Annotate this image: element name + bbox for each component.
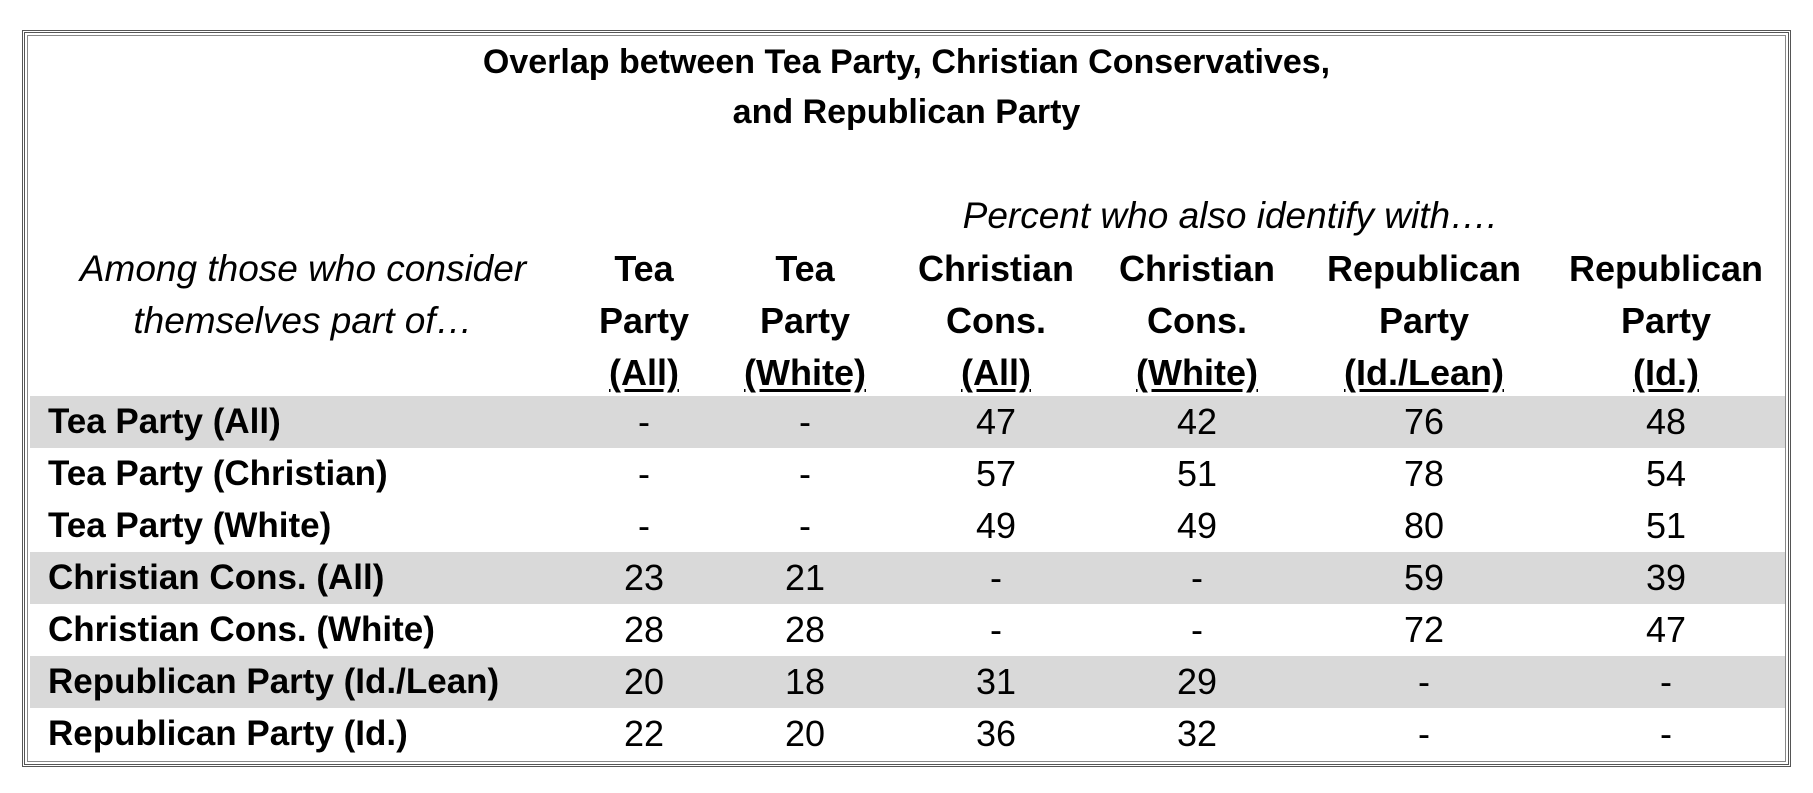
table-cell: -: [1191, 557, 1203, 598]
table-cell: 36: [975, 713, 1017, 754]
table-cell: 28: [784, 609, 826, 650]
column-header: Republican Party (Id.): [1551, 243, 1781, 399]
column-header-line2: Cons.: [1146, 300, 1247, 341]
table-cell: 51: [1176, 453, 1218, 494]
column-header-line3: (White): [1136, 352, 1258, 393]
table-cell: 54: [1645, 453, 1687, 494]
column-group-caption: Percent who also identify with….: [962, 195, 1498, 236]
table-cell: 20: [784, 713, 826, 754]
column-header-line3: (Id./Lean): [1344, 352, 1504, 393]
column-header-line2: Party: [598, 300, 690, 341]
table-row: [30, 396, 1785, 448]
table-cell: -: [799, 453, 811, 494]
table-cell: 49: [975, 505, 1017, 546]
column-header: Christian Cons. (White): [1102, 243, 1292, 399]
table-cell: -: [638, 505, 650, 546]
row-label: Tea Party (White): [48, 506, 332, 545]
table-cell: 78: [1403, 453, 1445, 494]
column-header-line2: Party: [1620, 300, 1712, 341]
column-header: Tea Party (White): [725, 243, 885, 399]
table-cell: 51: [1645, 505, 1687, 546]
table-cell: 42: [1176, 401, 1218, 442]
table-cell: 20: [623, 661, 665, 702]
table-cell: 47: [1645, 609, 1687, 650]
column-header-line1: Christian: [1118, 248, 1276, 289]
table-cell: -: [799, 401, 811, 442]
table-cell: 32: [1176, 713, 1218, 754]
table-cell: 48: [1645, 401, 1687, 442]
column-header-line3: (All): [609, 352, 679, 393]
table-title-line2: and Republican Party: [732, 93, 1081, 131]
table-frame: [22, 30, 1791, 767]
table-cell: -: [1418, 661, 1430, 702]
column-header-line1: Republican: [1568, 248, 1764, 289]
column-header-line3: (All): [961, 352, 1031, 393]
row-label: Christian Cons. (White): [48, 610, 435, 649]
row-label: Tea Party (Christian): [48, 454, 388, 493]
column-header-line3: (White): [744, 352, 866, 393]
table-cell: -: [990, 609, 1002, 650]
row-label: Christian Cons. (All): [48, 558, 385, 597]
table-cell: -: [1660, 661, 1672, 702]
table-cell: 47: [975, 401, 1017, 442]
table-cell: -: [638, 401, 650, 442]
table-row: [30, 552, 1785, 604]
table-cell: 57: [975, 453, 1017, 494]
table-cell: -: [1191, 609, 1203, 650]
table-cell: 29: [1176, 661, 1218, 702]
table-cell: -: [990, 557, 1002, 598]
table-cell: 76: [1403, 401, 1445, 442]
table-cell: 59: [1403, 557, 1445, 598]
table-cell: 80: [1403, 505, 1445, 546]
column-header-line1: Republican: [1326, 248, 1522, 289]
row-label: Republican Party (Id.): [48, 714, 408, 753]
column-header-line1: Christian: [917, 248, 1075, 289]
column-header: Christian Cons. (All): [901, 243, 1091, 399]
table-cell: -: [799, 505, 811, 546]
table-cell: -: [1418, 713, 1430, 754]
row-group-caption-line2: themselves part of…: [133, 300, 473, 341]
table-cell: 39: [1645, 557, 1687, 598]
table-cell: 49: [1176, 505, 1218, 546]
column-header: Republican Party (Id./Lean): [1304, 243, 1544, 399]
row-label: Republican Party (Id./Lean): [48, 662, 500, 701]
table-cell: 31: [975, 661, 1017, 702]
column-header-line1: Tea: [775, 248, 835, 289]
column-header: Tea Party (All): [569, 243, 719, 399]
table-title-line1: Overlap between Tea Party, Christian Con…: [482, 43, 1331, 81]
column-header-line2: Party: [759, 300, 851, 341]
row-label: Tea Party (All): [48, 402, 281, 441]
column-header-line1: Tea: [614, 248, 674, 289]
table-cell: 23: [623, 557, 665, 598]
column-header-line2: Party: [1378, 300, 1470, 341]
column-header-line3: (Id.): [1633, 352, 1699, 393]
column-header-line2: Cons.: [945, 300, 1046, 341]
table-row: [30, 656, 1785, 708]
table-cell: -: [638, 453, 650, 494]
table-cell: 18: [784, 661, 826, 702]
table-cell: 72: [1403, 609, 1445, 650]
table-cell: 21: [784, 557, 826, 598]
table-cell: 22: [623, 713, 665, 754]
table-cell: -: [1660, 713, 1672, 754]
row-group-caption-line1: Among those who consider: [79, 248, 527, 289]
row-group-caption: Among those who consider themselves part…: [38, 243, 568, 347]
table-cell: 28: [623, 609, 665, 650]
